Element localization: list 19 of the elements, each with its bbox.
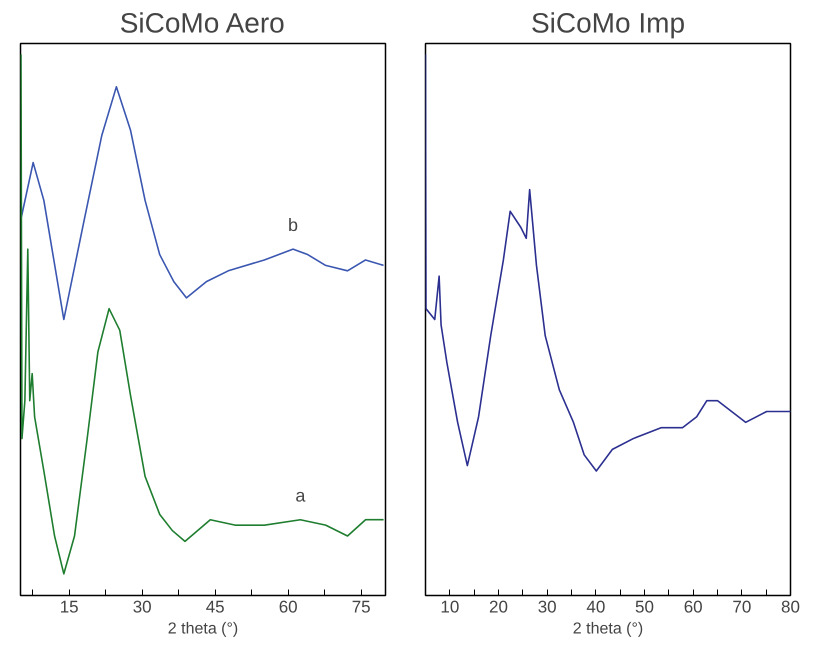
x-tick-label: 45	[206, 598, 225, 616]
series-label: b	[288, 215, 298, 236]
x-axis-title: 2 theta (°)	[572, 620, 644, 638]
series-label: a	[295, 486, 306, 506]
x-axis-title: 2 theta (°)	[168, 620, 238, 638]
x-tick-label: 30	[538, 598, 557, 616]
x-tick-label: 20	[489, 598, 508, 616]
x-tick-label: 30	[132, 598, 152, 616]
chart-title: SiCoMo Imp	[530, 8, 686, 38]
x-tick-label: 75	[352, 598, 371, 616]
chart-title: SiCoMo Aero	[120, 8, 285, 38]
x-tick-label: 80	[781, 598, 800, 616]
x-tick-label: 10	[440, 598, 460, 616]
x-tick-label: 40	[586, 598, 606, 616]
x-tick-label: 60	[684, 598, 703, 616]
x-tick-label: 70	[732, 598, 752, 616]
x-tick-label: 15	[60, 598, 79, 616]
x-tick-label: 60	[278, 598, 298, 616]
x-tick-label: 50	[635, 598, 654, 616]
